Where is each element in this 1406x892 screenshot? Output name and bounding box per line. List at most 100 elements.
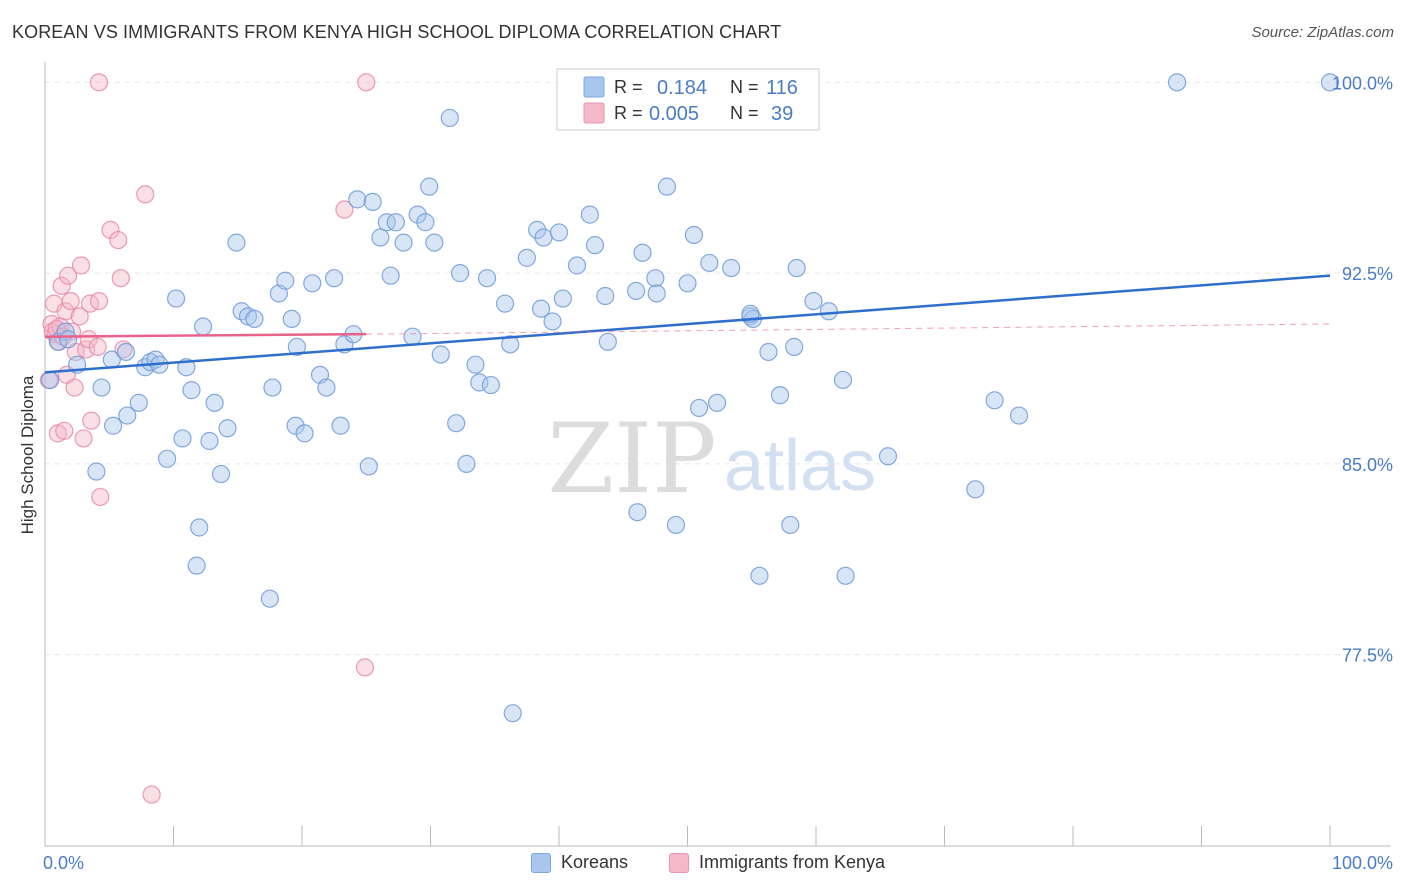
data-point xyxy=(722,258,741,278)
data-point xyxy=(87,462,106,481)
data-point xyxy=(348,190,367,209)
data-point xyxy=(371,228,390,247)
data-point xyxy=(205,393,224,412)
x-tick-label-end: 100.0% xyxy=(1332,853,1393,873)
data-point xyxy=(173,429,192,448)
legend-row1-r-label: R = xyxy=(614,77,643,97)
legend-kenya-swatch xyxy=(583,102,605,124)
data-point xyxy=(193,317,213,336)
data-point xyxy=(833,370,853,390)
data-point xyxy=(82,411,101,430)
data-point xyxy=(447,414,466,433)
bottom-legend-kenya: Immigrants from Kenya xyxy=(669,852,885,873)
data-point xyxy=(260,589,279,608)
watermark: ZIP atlas xyxy=(547,403,876,515)
data-point xyxy=(528,220,547,239)
data-point xyxy=(287,337,306,356)
data-point xyxy=(381,266,400,285)
data-point xyxy=(481,375,500,395)
data-point xyxy=(420,177,439,196)
data-point xyxy=(303,274,322,293)
data-point xyxy=(647,284,666,303)
data-point xyxy=(335,200,354,219)
chart-title: KOREAN VS IMMIGRANTS FROM KENYA HIGH SCH… xyxy=(12,22,782,42)
data-point xyxy=(1167,73,1187,92)
data-point xyxy=(363,192,382,211)
data-point xyxy=(142,785,161,804)
y-tick-label: 85.0% xyxy=(1342,455,1393,475)
data-point xyxy=(59,266,78,285)
data-point xyxy=(781,515,800,535)
data-point xyxy=(56,302,75,321)
kenya-swatch xyxy=(669,852,689,873)
data-point xyxy=(425,233,444,252)
legend-row2-r-label: R = xyxy=(614,103,643,123)
data-point xyxy=(770,386,790,405)
axes xyxy=(44,62,1390,847)
data-point xyxy=(549,223,569,242)
data-point xyxy=(190,518,209,537)
trend-line-kenya xyxy=(44,332,367,338)
data-point xyxy=(116,342,136,362)
data-point xyxy=(503,704,522,723)
data-point xyxy=(633,243,652,262)
data-point xyxy=(646,269,665,288)
data-point xyxy=(218,419,237,438)
data-point xyxy=(136,185,155,204)
data-point xyxy=(92,378,111,397)
data-point xyxy=(227,233,246,252)
legend-row1-r-value: 0.184 xyxy=(657,77,707,99)
data-point xyxy=(386,213,405,232)
y-axis-label: High School Diploma xyxy=(18,375,37,534)
data-point xyxy=(182,381,201,400)
legend-row2-r-value: 0.005 xyxy=(649,103,699,125)
data-point xyxy=(89,73,109,92)
data-point xyxy=(263,378,282,397)
data-point xyxy=(596,286,615,306)
data-point xyxy=(553,289,572,308)
data-point xyxy=(804,292,823,311)
source-credit: Source: ZipAtlas.com xyxy=(1251,24,1394,41)
data-point xyxy=(55,421,74,440)
x-tick-labels: 0.0% 100.0% xyxy=(43,853,1393,873)
data-point xyxy=(355,658,375,677)
data-point xyxy=(628,503,647,522)
data-point xyxy=(466,355,485,374)
series-koreans-points xyxy=(41,73,1340,723)
data-point xyxy=(91,487,110,507)
data-point xyxy=(966,480,985,499)
data-point xyxy=(157,449,177,468)
data-point xyxy=(819,302,838,321)
data-point xyxy=(41,370,60,390)
data-point xyxy=(678,274,697,293)
trend-line-kenya-extension xyxy=(366,323,1331,335)
data-point xyxy=(450,264,470,283)
data-point xyxy=(166,289,186,308)
data-point xyxy=(331,416,350,435)
data-point xyxy=(567,256,587,275)
data-point xyxy=(359,457,378,476)
data-point xyxy=(626,281,646,301)
data-point xyxy=(759,342,778,362)
data-point xyxy=(118,406,137,425)
data-point xyxy=(325,269,344,288)
data-point xyxy=(65,378,84,397)
data-point xyxy=(750,566,769,585)
data-point xyxy=(59,330,78,349)
data-point xyxy=(598,332,617,351)
data-point xyxy=(114,340,133,359)
data-point xyxy=(707,393,727,412)
data-point xyxy=(657,177,677,196)
data-point xyxy=(495,294,515,313)
data-point xyxy=(71,256,91,275)
koreans-label: Koreans xyxy=(561,852,629,872)
data-point xyxy=(70,307,89,326)
watermark-zip: ZIP xyxy=(547,403,716,515)
data-point xyxy=(684,225,704,245)
legend-row1-n-value: 116 xyxy=(766,77,798,99)
data-point xyxy=(111,269,130,288)
y-tick-label: 92.5% xyxy=(1342,264,1393,284)
data-point xyxy=(585,236,605,255)
data-point xyxy=(295,424,314,443)
y-tick-label: 100.0% xyxy=(1332,73,1393,93)
